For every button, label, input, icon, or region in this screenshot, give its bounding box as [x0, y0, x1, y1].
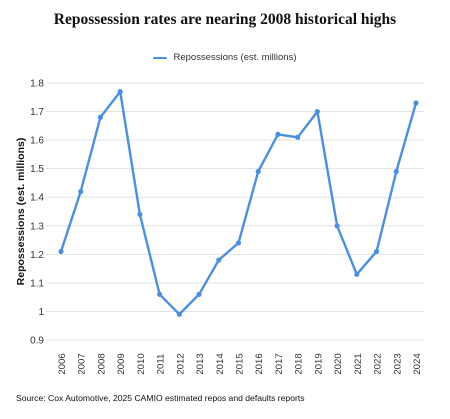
x-tick-label: 2014 — [215, 353, 226, 375]
series-line — [59, 90, 418, 316]
data-point — [413, 100, 419, 106]
x-tick-label: 2020 — [333, 353, 344, 374]
source-note: Source: Cox Automotive, 2025 CAMIO estim… — [16, 393, 305, 403]
x-tick-label: 2022 — [373, 353, 384, 374]
data-point — [117, 88, 123, 95]
y-tick-label: 1 — [38, 307, 44, 318]
x-tick-label: 2006 — [57, 353, 68, 374]
legend-swatch-line — [153, 56, 168, 59]
y-tick-label: 1.1 — [30, 278, 44, 289]
x-tick-label: 2011 — [156, 354, 167, 375]
y-axis-label: Repossessions (est. millions) — [15, 138, 27, 286]
x-tick-label: 2015 — [235, 353, 246, 374]
x-tick-labels: 2006 2007 2008 2009 2010 2011 2012 2013 2014 2015… — [57, 353, 423, 375]
data-point — [97, 114, 104, 120]
data-point — [295, 134, 301, 140]
y-tick-label: 1.6 — [30, 136, 44, 147]
x-tick-label: 2016 — [254, 353, 265, 374]
data-point — [314, 108, 320, 115]
grid-lines — [46, 82, 424, 341]
x-tick-label: 2010 — [136, 353, 147, 374]
x-tick-label: 2008 — [96, 353, 107, 374]
x-tick-label: 2021 — [353, 353, 364, 374]
data-point — [137, 211, 143, 217]
data-point — [196, 291, 202, 297]
data-point — [354, 271, 360, 277]
data-point — [393, 168, 399, 175]
x-tick-label: 2007 — [77, 353, 88, 374]
data-point — [275, 131, 281, 137]
legend: Repossessions (est. millions) — [0, 52, 450, 63]
y-tick-label: 1.4 — [30, 193, 44, 204]
x-tick-label: 2023 — [392, 353, 403, 374]
legend-label: Repossessions (est. millions) — [173, 52, 297, 63]
data-point — [255, 168, 261, 175]
y-tick-label: 1.2 — [30, 250, 44, 261]
data-point — [157, 291, 163, 297]
data-point — [216, 257, 222, 263]
y-tick-labels: 0.9 1 1.1 1.2 1.3 1.4 1.5 1.6 1.7 1.8 — [30, 79, 44, 347]
data-point — [235, 240, 242, 246]
y-tick-label: 0.9 — [30, 336, 44, 347]
x-tick-label: 2019 — [313, 353, 324, 374]
y-tick-label: 1.5 — [30, 164, 44, 175]
x-tick-label: 2012 — [175, 353, 186, 374]
y-tick-label: 1.8 — [30, 79, 44, 90]
data-point — [176, 311, 182, 317]
data-points — [58, 88, 419, 317]
y-tick-label: 1.7 — [30, 107, 44, 118]
x-tick-label: 2018 — [294, 353, 305, 374]
x-tick-label: 2009 — [116, 353, 127, 374]
data-point — [334, 223, 340, 229]
data-point — [58, 248, 64, 255]
chart-title: Repossession rates are nearing 2008 hist… — [53, 11, 397, 28]
x-tick-label: 2024 — [412, 353, 423, 375]
data-point — [373, 248, 380, 255]
x-tick-label: 2017 — [274, 353, 285, 374]
y-tick-label: 1.3 — [30, 221, 44, 232]
x-tick-label: 2013 — [195, 353, 206, 374]
data-point — [78, 188, 84, 195]
series-line-layer — [59, 90, 418, 316]
